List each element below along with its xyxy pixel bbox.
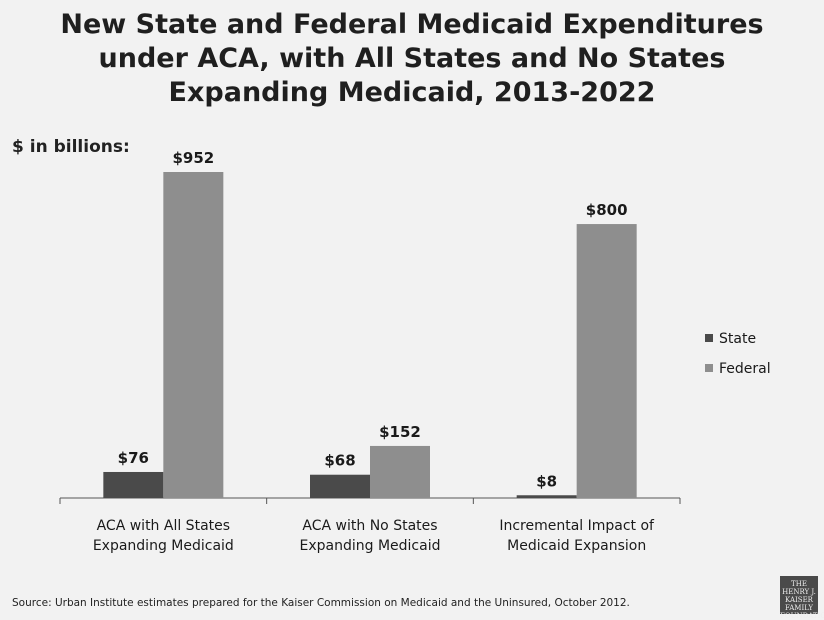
source-note: Source: Urban Institute estimates prepar…: [12, 597, 630, 609]
category-label: ACA with All States: [97, 518, 230, 534]
logo-line-1: THE HENRY J.: [782, 580, 816, 596]
title-line-2: under ACA, with All States and No States: [98, 43, 726, 74]
category-label: Expanding Medicaid: [93, 538, 234, 554]
data-label-federal: $800: [586, 201, 628, 219]
title-line-3: Expanding Medicaid, 2013-2022: [168, 77, 656, 108]
bar-federal: [370, 445, 430, 498]
bar-federal: [163, 172, 224, 498]
chart-title: New State and Federal Medicaid Expenditu…: [0, 8, 824, 110]
legend-label-state: State: [719, 331, 756, 347]
unit-label: $ in billions:: [12, 137, 130, 157]
kaiser-logo: THE HENRY J. KAISER FAMILY FOUNDATION: [780, 576, 824, 620]
data-label-state: $8: [536, 472, 557, 490]
legend-label-federal: Federal: [719, 361, 771, 377]
bar-state: [516, 495, 577, 498]
data-label-state: $68: [324, 452, 355, 470]
legend-swatch-state: [705, 334, 713, 342]
data-label-state: $76: [118, 449, 149, 467]
category-label: ACA with No States: [302, 518, 437, 534]
bar-federal: [576, 224, 637, 498]
bar-state: [310, 474, 370, 498]
data-label-federal: $952: [172, 149, 214, 167]
logo-line-2: KAISER: [785, 596, 813, 604]
logo-line-4: FOUNDATION: [780, 612, 824, 620]
data-label-federal: $152: [379, 423, 421, 441]
category-label: Incremental Impact of: [499, 518, 655, 534]
legend-swatch-federal: [705, 364, 713, 372]
category-label: Medicaid Expansion: [507, 538, 646, 554]
bar-state: [103, 471, 164, 498]
title-line-1: New State and Federal Medicaid Expenditu…: [60, 9, 764, 40]
category-label: Expanding Medicaid: [300, 538, 441, 554]
logo-line-3: FAMILY: [784, 604, 814, 612]
